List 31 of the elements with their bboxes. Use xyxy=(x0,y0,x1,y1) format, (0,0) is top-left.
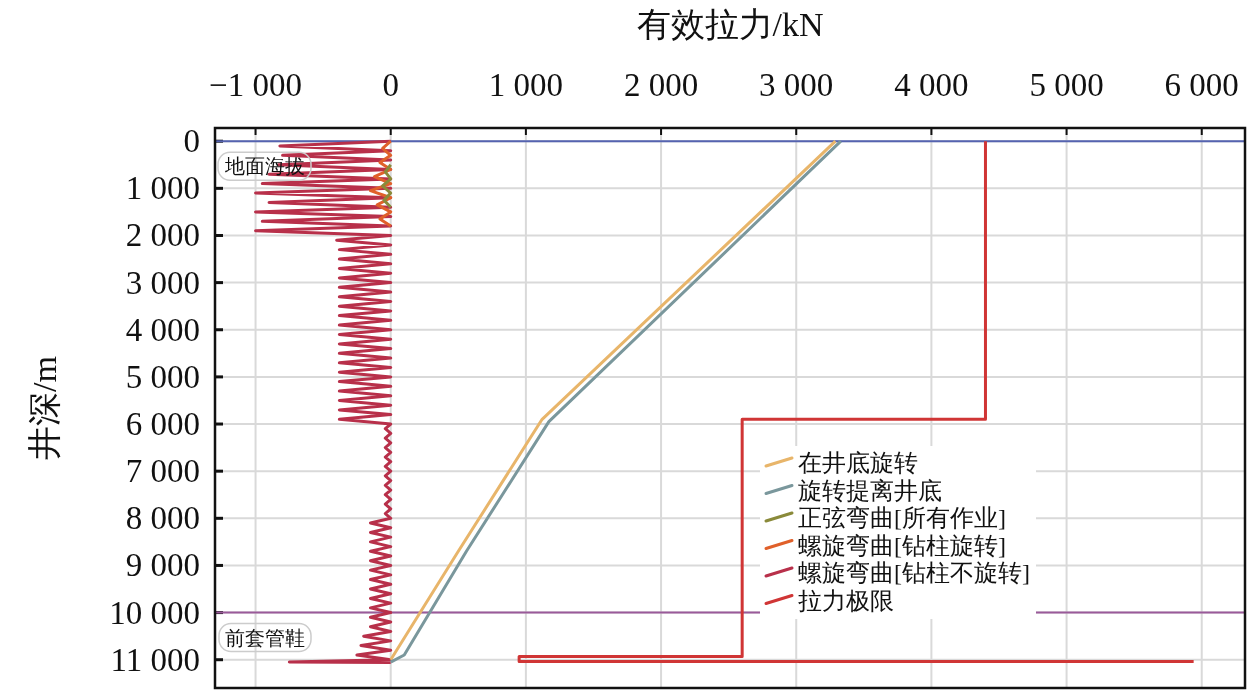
x-tick-label: 1 000 xyxy=(488,67,564,103)
x-tick-label: 5 000 xyxy=(1029,67,1104,103)
y-tick-label: 8 000 xyxy=(125,500,200,537)
ref-line-label: 前套管鞋 xyxy=(225,626,305,649)
y-axis-title: 井深/m xyxy=(26,356,63,460)
y-tick-label: 6 000 xyxy=(125,406,200,443)
y-tick-label: 11 000 xyxy=(110,641,200,678)
line-series xyxy=(517,139,1196,664)
x-axis-title: 有效拉力/kN xyxy=(636,6,824,43)
legend-label: 在井底旋转 xyxy=(798,450,918,476)
y-tick-label: 3 000 xyxy=(125,264,200,301)
y-tick-label: 9 000 xyxy=(125,547,200,584)
x-tick-label: 3 000 xyxy=(759,67,834,103)
y-tick-label: 1 000 xyxy=(125,170,200,207)
y-tick-label: 5 000 xyxy=(125,358,200,395)
y-tick-label: 2 000 xyxy=(125,217,200,254)
x-tick-label: 6 000 xyxy=(1164,67,1239,103)
x-tick-label: 2 000 xyxy=(623,67,699,103)
x-tick-label: 4 000 xyxy=(894,67,969,103)
legend-label: 旋转提离井底 xyxy=(798,477,942,504)
x-tick-label: 0 xyxy=(382,67,399,103)
legend-label: 螺旋弯曲[钻柱不旋转] xyxy=(798,560,1030,586)
legend-label: 拉力极限 xyxy=(798,587,894,614)
y-tick-label: 10 000 xyxy=(109,594,200,631)
y-tick-label: 7 000 xyxy=(125,453,200,490)
legend-label: 螺旋弯曲[钻柱旋转] xyxy=(798,532,1006,559)
legend-label: 正弦弯曲[所有作业] xyxy=(798,505,1006,531)
x-tick-label: −1 000 xyxy=(209,67,302,103)
y-tick-label: 4 000 xyxy=(125,311,200,348)
line-series xyxy=(381,163,393,209)
y-tick-label: 0 xyxy=(183,123,200,160)
